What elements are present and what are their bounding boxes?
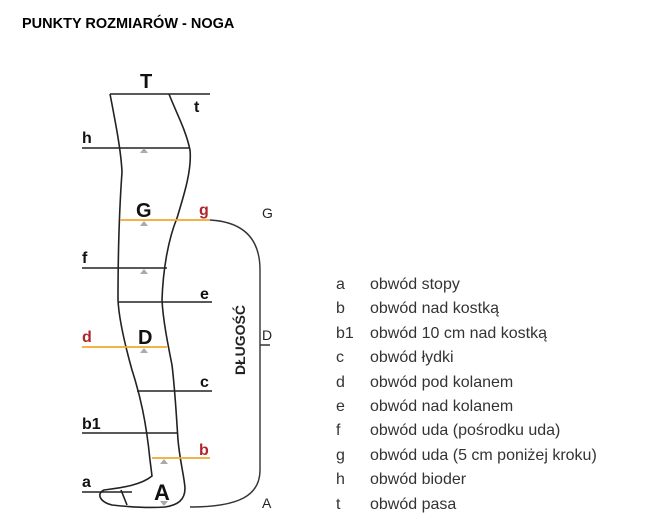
label-f: f <box>82 250 88 267</box>
legend-item: e obwód nad kolanem <box>334 395 597 419</box>
label-b: b <box>199 442 209 459</box>
label-T: T <box>140 71 152 93</box>
leg-outline-left <box>99 93 192 509</box>
marker-f <box>140 269 148 274</box>
label-h: h <box>82 130 92 147</box>
label-a: a <box>82 474 91 491</box>
legend-key: c <box>336 349 344 367</box>
legend-text: obwód pod kolanem <box>370 373 514 391</box>
legend-item: b1 obwód 10 cm nad kostką <box>334 322 597 346</box>
legend-text: obwód bioder <box>370 471 467 489</box>
length-mark-D: D <box>262 327 272 343</box>
label-G-inner: G <box>136 200 152 222</box>
legend-key: d <box>336 373 345 391</box>
legend-key: g <box>336 446 345 464</box>
legend-key: t <box>336 495 341 513</box>
legend-item: f obwód uda (pośrodku uda) <box>334 419 597 443</box>
legend-text: obwód nad kolanem <box>370 397 514 415</box>
marker-h <box>140 148 148 153</box>
length-label: DŁUGOŚĆ <box>231 305 248 375</box>
label-d: d <box>82 329 92 346</box>
marker-b <box>160 459 168 464</box>
page-title: PUNKTY ROZMIARÓW - NOGA <box>22 16 235 32</box>
legend-key: e <box>336 397 345 415</box>
legend-text: obwód nad kostką <box>370 300 499 318</box>
marker-d <box>140 348 148 353</box>
legend-text: obwód uda (5 cm poniżej kroku) <box>370 446 597 464</box>
label-g: g <box>199 202 209 219</box>
length-mark-A: A <box>262 495 272 511</box>
label-b1: b1 <box>82 416 101 433</box>
legend-item: g obwód uda (5 cm poniżej kroku) <box>334 444 597 468</box>
legend-item: c obwód łydki <box>334 346 597 370</box>
marker-a <box>160 501 168 506</box>
legend-text: obwód łydki <box>370 349 454 367</box>
length-mark-G: G <box>262 205 273 221</box>
legend-key: b <box>336 300 345 318</box>
legend-key: f <box>336 422 341 440</box>
legend-text: obwód uda (pośrodku uda) <box>370 422 561 440</box>
legend-item: t obwód pasa <box>334 493 597 517</box>
legend-key: b1 <box>336 324 354 342</box>
length-bracket <box>189 219 270 508</box>
legend-key: h <box>336 471 345 489</box>
label-D-inner: D <box>138 327 152 349</box>
legend-key: a <box>336 276 345 293</box>
legend: a obwód stopy b obwód nad kostką b1 obwód 1… <box>334 273 597 517</box>
label-c: c <box>200 374 209 391</box>
legend-item: b obwód nad kostką <box>334 297 597 321</box>
marker-g <box>140 221 148 226</box>
legend-item: d obwód pod kolanem <box>334 371 597 395</box>
label-e: e <box>200 286 209 303</box>
legend-item: a obwód stopy <box>334 273 597 297</box>
label-A-inner: A <box>154 480 170 505</box>
legend-text: obwód 10 cm nad kostką <box>370 324 547 342</box>
legend-item: h obwód bioder <box>334 468 597 492</box>
legend-text: obwód pasa <box>370 495 457 513</box>
label-t: t <box>194 99 200 116</box>
legend-text: obwód stopy <box>370 276 460 293</box>
